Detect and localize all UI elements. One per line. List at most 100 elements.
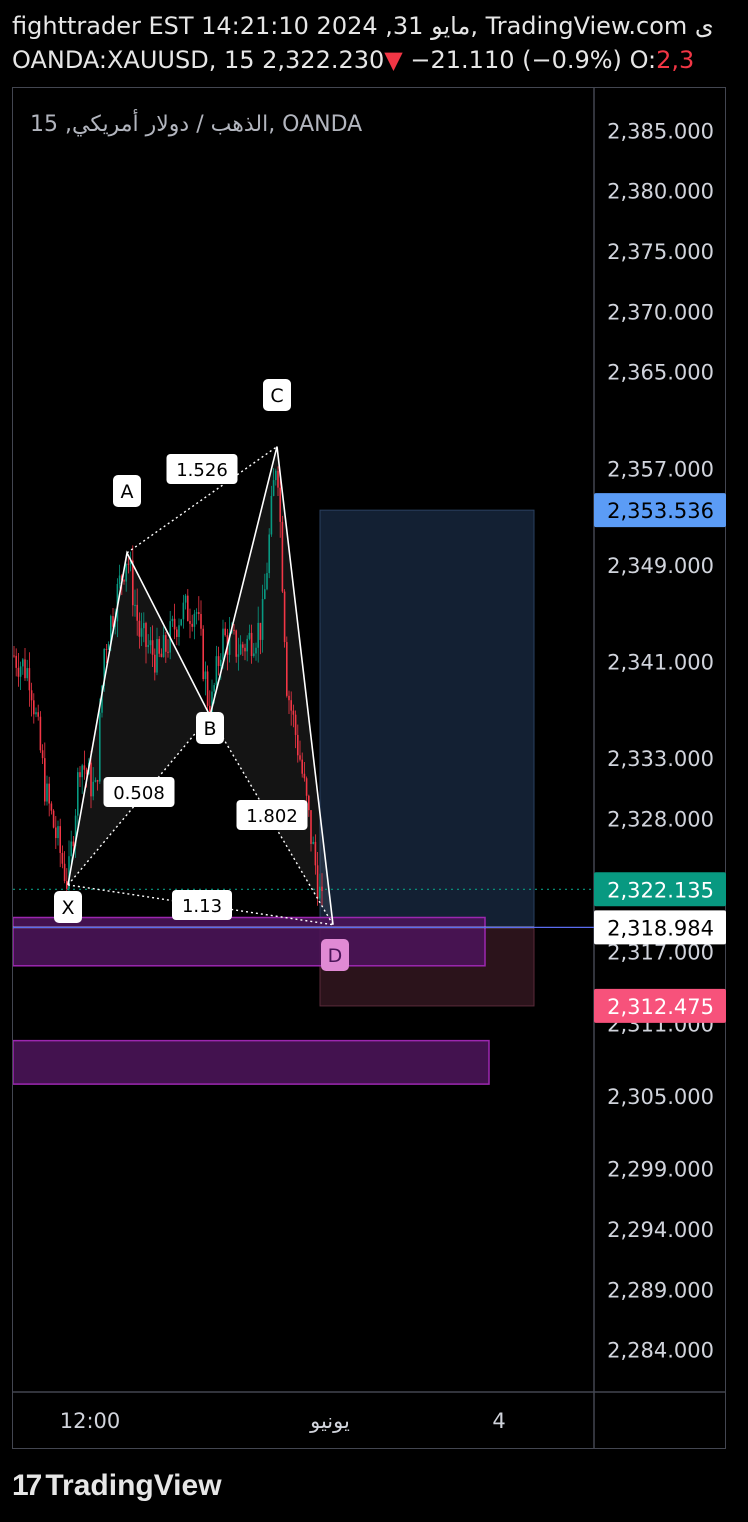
price-chart[interactable]: 0.508 1.526 1.802 1.13 X A B C D 2,385.000 2,380.… [0,0,748,1460]
candle [167,651,169,653]
ratio-label-box [236,800,308,830]
ratio-label-box [166,454,238,484]
candle [63,863,66,882]
candle [85,769,88,775]
time-tick-label: يونيو [309,1409,350,1433]
price-tag [594,872,726,907]
price-tick-label: 2,284.000 [607,1339,714,1363]
candle [281,521,284,592]
candle [202,628,204,680]
pattern-point-label: D [328,945,343,967]
candle [55,827,57,839]
ratio-label-box [103,777,175,807]
candle [19,666,22,677]
brand-name: TradingView [45,1469,222,1502]
candle [125,563,127,582]
candle [319,886,321,899]
candle [275,470,277,481]
open-label: O: [629,46,657,74]
candle [90,762,92,797]
candle [15,655,17,668]
candle [189,620,191,624]
candle [114,621,116,627]
candle [242,644,244,648]
candle [193,613,196,627]
price-tick-label: 2,328.000 [607,807,714,831]
price-tick-label: 2,370.000 [607,300,714,324]
candle [123,580,125,582]
chart-title: الذهب / دولار أمريكي, 15, OANDA [30,109,362,137]
candle [44,758,46,802]
candle [41,750,44,759]
supply-demand-zone[interactable] [13,1039,490,1085]
candle [290,700,292,711]
candle [46,783,48,802]
price-tick-label: 2,299.000 [607,1158,714,1182]
header-line-1: fighttrader EST 14:21:10 2024 ,31 مايو, … [12,12,714,40]
candle [316,865,319,899]
candle [220,659,222,666]
candle [286,642,288,696]
price-tag [594,910,726,945]
candle [310,810,312,844]
candle [178,625,180,637]
candle [147,645,149,647]
price-change: −21.110 (−0.9%) [410,46,622,74]
candle [24,659,26,679]
candle [118,575,121,584]
candle [61,852,64,864]
price-tick-label: 2,365.000 [607,361,714,385]
candle [28,668,31,691]
candle [156,638,158,673]
candle [81,765,83,778]
price-tick-label: 2,289.000 [607,1278,714,1302]
candle [70,841,72,857]
price-tag [594,493,726,528]
candle [105,649,108,651]
candle [248,632,251,639]
price-tick-label: 2,375.000 [607,240,714,264]
chart-frame[interactable] [12,87,726,1449]
candle [110,616,112,645]
ratio-label: 1.802 [246,806,298,827]
symbol-label: OANDA:XAUUSD, 15 [12,46,255,74]
pattern-point-label: B [203,718,216,740]
xab-triangle [68,552,210,885]
candle [151,640,154,655]
supply-demand-zone[interactable] [13,916,486,967]
candle [182,602,185,620]
candle [26,668,28,679]
candle [127,563,130,565]
candle [204,671,207,680]
candle [79,772,81,778]
retracement-line [126,446,278,554]
candle [143,623,145,629]
candle [132,560,134,606]
target-zone[interactable] [319,509,535,928]
candle [279,487,281,522]
candle [59,826,61,853]
candle [160,653,163,658]
candle [292,710,295,715]
candle [305,778,308,796]
price-tag-label: 2,353.536 [607,499,714,523]
price-tag [594,988,726,1023]
candle [162,635,165,658]
candle [30,690,33,701]
candle [246,638,248,652]
candle [17,667,20,677]
candle [233,629,235,631]
candle [257,622,259,648]
candle [66,881,68,889]
candle [206,671,209,706]
candle [94,780,97,782]
candle [215,656,218,686]
candle [48,783,50,804]
candle [35,712,37,715]
candle [171,618,174,622]
pattern-point-box [113,475,141,507]
time-tick-label: 12:00 [60,1409,121,1433]
candle [145,623,147,647]
open-value: 2,3 [656,46,695,74]
candle [303,773,306,779]
